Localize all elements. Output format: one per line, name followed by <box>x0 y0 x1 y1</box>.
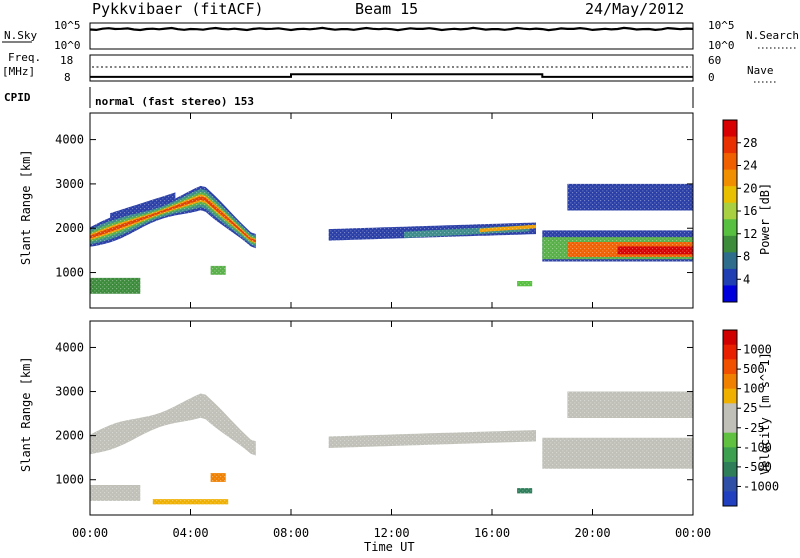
velocity-colorbar-tick: -1000 <box>743 479 779 493</box>
xaxis-label: Time UT <box>364 540 415 554</box>
noise-right-label: N.Search <box>746 29 799 42</box>
power-ytick-label: 3000 <box>55 177 84 191</box>
velocity-colorbar-swatch <box>723 462 737 478</box>
xtick-label: 00:00 <box>675 526 711 540</box>
noise-sky-line <box>89 26 694 32</box>
power-heatmap <box>90 113 693 308</box>
power-colorbar-swatch <box>723 186 737 204</box>
xtick-label: 16:00 <box>474 526 510 540</box>
freq-tick-bottom: 8 <box>64 71 71 84</box>
nave-tick-top: 60 <box>708 54 721 67</box>
power-colorbar-tick: 24 <box>743 159 757 173</box>
plot-title: Pykkvibaer (fitACF) <box>92 0 264 18</box>
power-ytick-label: 1000 <box>55 266 84 280</box>
velocity-ytick-label: 4000 <box>55 340 84 354</box>
cpid-label: CPID <box>4 91 31 104</box>
cpid-text: normal (fast stereo) 153 <box>95 95 254 108</box>
velocity-colorbar-swatch <box>723 447 737 463</box>
velocity-colorbar-swatch <box>723 330 737 346</box>
power-ytick-label: 2000 <box>55 221 84 235</box>
power-colorbar-tick: 8 <box>743 250 750 264</box>
cpid-panel: CPID normal (fast stereo) 153 <box>4 87 694 108</box>
velocity-colorbar-swatch <box>723 374 737 390</box>
nave-label: Nave <box>747 64 774 77</box>
velocity-colorbar-label: Velocity [m s^-1] <box>758 352 772 475</box>
freq-tick-top: 18 <box>60 54 73 67</box>
velocity-ytick-label: 3000 <box>55 385 84 399</box>
freq-panel: Freq. [MHz] 18 8 60 0 Nave <box>2 51 778 84</box>
noise-right-tick-bottom: 10^0 <box>708 39 735 52</box>
velocity-ytick-label: 2000 <box>55 429 84 443</box>
noise-right-tick-top: 10^5 <box>708 19 735 32</box>
power-colorbar-label: Power [dB] <box>758 183 772 255</box>
velocity-colorbar-tick: -25 <box>743 421 765 435</box>
velocity-colorbar-swatch <box>723 344 737 360</box>
power-colorbar-swatch <box>723 202 737 220</box>
velocity-colorbar-tick: 25 <box>743 401 757 415</box>
power-colorbar-tick: 4 <box>743 272 750 286</box>
power-colorbar-swatch <box>723 285 737 303</box>
velocity-colorbar-tick: 100 <box>743 382 765 396</box>
noise-left-tick-top: 10^5 <box>54 19 81 32</box>
velocity-colorbar-swatch <box>723 476 737 492</box>
velocity-colorbar-tick: 500 <box>743 362 765 376</box>
velocity-colorbar-swatch <box>723 432 737 448</box>
power-colorbar-tick: 28 <box>743 136 757 150</box>
velocity-colorbar-swatch <box>723 388 737 404</box>
power-colorbar: Power [dB] 28 24 20 16 12 8 4 <box>722 119 772 303</box>
velocity-colorbar-swatch <box>723 418 737 434</box>
power-colorbar-swatch <box>723 136 737 154</box>
power-colorbar-tick: 16 <box>743 204 757 218</box>
power-ylabel: Slant Range [km] <box>19 149 33 265</box>
power-colorbar-swatch <box>723 235 737 253</box>
power-colorbar-tick: 12 <box>743 227 757 241</box>
velocity-colorbar-swatch <box>723 359 737 375</box>
time-axis: 00:00 04:00 08:00 12:00 16:00 20:00 00:00 <box>72 113 711 540</box>
power-colorbar-swatch <box>723 153 737 171</box>
velocity-ytick-label: 1000 <box>55 473 84 487</box>
velocity-colorbar-swatch <box>723 491 737 507</box>
velocity-ylabel: Slant Range [km] <box>19 356 33 472</box>
velocity-colorbar-tick: -100 <box>743 440 772 454</box>
freq-label-2: [MHz] <box>2 65 35 78</box>
beam-label: Beam 15 <box>355 0 418 18</box>
power-ytick-label: 4000 <box>55 133 84 147</box>
xtick-label: 00:00 <box>72 526 108 540</box>
power-panel: 4000 3000 2000 1000 Slant Range [km] <box>19 112 694 309</box>
velocity-colorbar: Velocity [m s^-1] 1000 500 100 25 -25 -100 -50… <box>722 329 779 507</box>
xtick-label: 20:00 <box>574 526 610 540</box>
velocity-colorbar-swatch <box>723 403 737 419</box>
xtick-label: 04:00 <box>172 526 208 540</box>
power-colorbar-tick: 20 <box>743 181 757 195</box>
noise-left-tick-bottom: 10^0 <box>54 39 81 52</box>
freq-line <box>90 73 693 78</box>
velocity-colorbar-tick: -500 <box>743 460 772 474</box>
velocity-heatmap <box>90 321 693 515</box>
xtick-label: 12:00 <box>373 526 409 540</box>
power-colorbar-swatch <box>723 268 737 286</box>
power-colorbar-swatch <box>723 252 737 270</box>
freq-label-1: Freq. <box>8 51 41 64</box>
date-label: 24/May/2012 <box>585 0 684 18</box>
power-colorbar-swatch <box>723 219 737 237</box>
power-colorbar-swatch <box>723 120 737 138</box>
velocity-colorbar-tick: 1000 <box>743 343 772 357</box>
power-colorbar-swatch <box>723 169 737 187</box>
velocity-panel: 4000 3000 2000 1000 Slant Range [km] <box>19 320 694 516</box>
xtick-label: 08:00 <box>273 526 309 540</box>
noise-left-label: N.Sky <box>4 29 37 42</box>
nave-tick-bottom: 0 <box>708 71 715 84</box>
noise-panel: N.Sky N.Search 10^5 10^0 10^5 10^0 <box>2 19 799 52</box>
